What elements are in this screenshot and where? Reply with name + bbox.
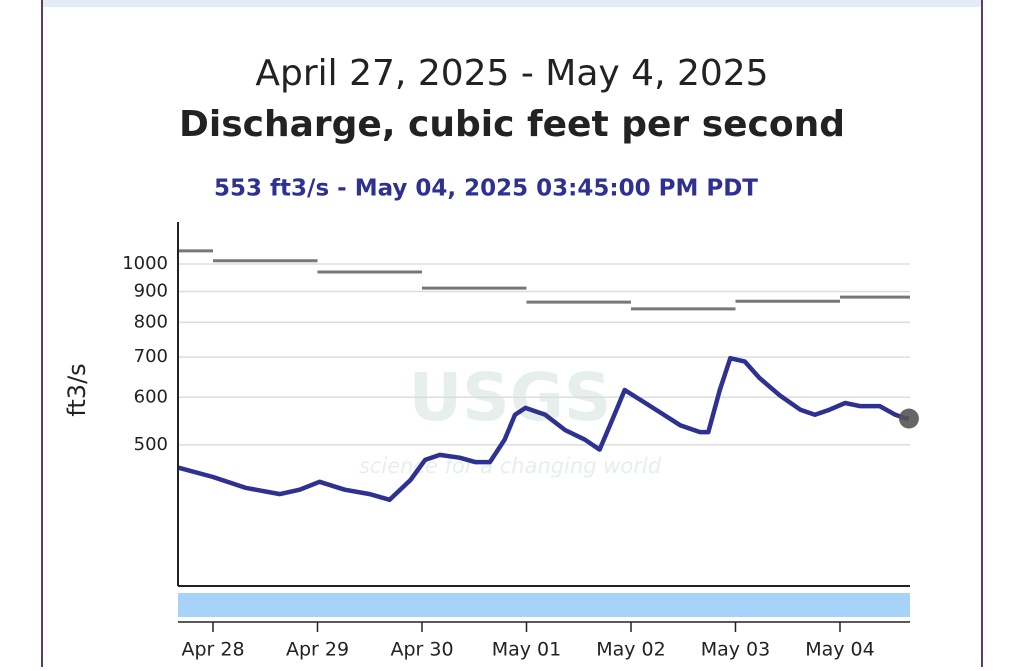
x-tick-label: Apr 28 <box>181 639 244 661</box>
current-point <box>898 408 919 429</box>
x-tick-label: Apr 29 <box>286 639 349 661</box>
x-tick-label: May 03 <box>701 639 771 661</box>
discharge-line <box>177 355 910 503</box>
y-tick-label: 600 <box>134 386 168 407</box>
y-tick-label: 800 <box>134 311 168 332</box>
y-tick-label: 500 <box>134 434 168 455</box>
x-tick-label: May 02 <box>596 639 666 661</box>
y-axis-label: ft3/s <box>63 363 91 416</box>
chart-title: April 27, 2025 - May 4, 2025 <box>255 53 768 94</box>
plot <box>177 249 919 503</box>
y-tick-label: 900 <box>134 281 168 302</box>
top-strip <box>42 0 982 7</box>
y-tick-label: 700 <box>134 346 168 367</box>
status-band <box>178 593 910 617</box>
x-tick-label: May 04 <box>805 639 875 661</box>
chart-subtitle: Discharge, cubic feet per second <box>179 104 845 145</box>
current-value: 553 ft3/s - May 04, 2025 03:45:00 PM PDT <box>214 176 758 202</box>
x-tick-label: May 01 <box>492 639 562 661</box>
x-tick-label: Apr 30 <box>390 639 453 661</box>
y-tick-label: 1000 <box>122 253 168 274</box>
watermark-tagline: science for a changing world <box>359 454 662 478</box>
